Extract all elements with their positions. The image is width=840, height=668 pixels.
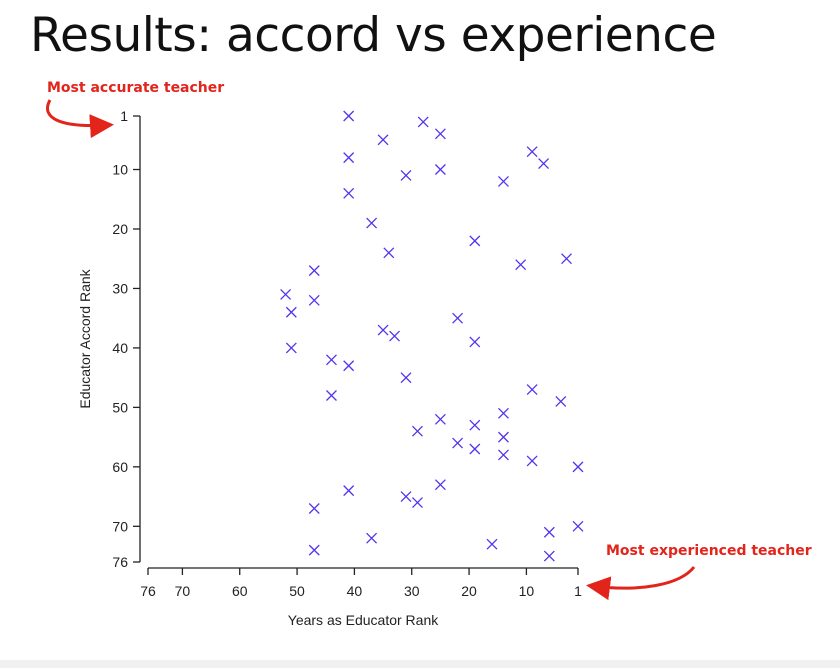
data-point [343, 152, 355, 164]
data-point [452, 312, 464, 324]
y-tick-label: 40 [112, 340, 128, 356]
x-tick-label: 20 [461, 583, 477, 599]
data-point [498, 175, 509, 187]
data-point [308, 503, 320, 514]
data-point [515, 259, 527, 271]
data-point [285, 306, 297, 318]
data-point [377, 134, 389, 146]
callout-most-experienced: Most experienced teacher [606, 543, 812, 559]
data-point [434, 413, 446, 425]
x-axis-label: Years as Educator Rank [288, 612, 439, 628]
data-point [326, 354, 337, 366]
data-point [400, 170, 412, 181]
data-points [280, 110, 584, 562]
data-point [343, 110, 355, 122]
data-point [400, 372, 412, 384]
slide-title: Results: accord vs experience [30, 8, 717, 63]
data-point [326, 390, 337, 401]
data-point [498, 431, 509, 443]
data-point [308, 265, 320, 277]
y-tick-label: 10 [112, 162, 128, 178]
data-point [469, 443, 481, 455]
data-point [389, 330, 400, 342]
data-point [343, 360, 355, 372]
callout-arrow-bottom [586, 566, 696, 601]
data-point [377, 324, 389, 336]
callout-arrow-top [46, 99, 114, 139]
y-tick-label: 30 [112, 280, 128, 296]
data-point [469, 336, 481, 348]
data-point [412, 497, 423, 508]
y-axis-label: Educator Accord Rank [77, 268, 93, 408]
x-tick-label: 60 [232, 583, 248, 599]
data-point [308, 544, 320, 556]
y-tick-label: 20 [112, 221, 128, 237]
data-point [543, 526, 555, 538]
x-tick-label: 10 [519, 583, 535, 599]
data-point [280, 288, 292, 300]
x-tick-label: 76 [140, 583, 156, 599]
data-point [452, 437, 464, 449]
footer-bar [0, 660, 840, 668]
callout-most-accurate: Most accurate teacher [47, 80, 225, 96]
data-point [366, 217, 378, 229]
x-tick-label: 70 [175, 583, 191, 599]
data-point [498, 407, 509, 419]
data-point [434, 479, 446, 491]
x-tick-label: 30 [404, 583, 420, 599]
data-point [572, 520, 584, 532]
y-tick-label: 60 [112, 459, 128, 475]
y-tick-label: 76 [112, 554, 128, 570]
data-point [572, 461, 584, 473]
data-point [538, 158, 550, 170]
data-point [469, 235, 481, 247]
y-tick-label: 1 [120, 108, 128, 124]
data-point [469, 419, 481, 431]
data-point [400, 491, 412, 503]
data-point [561, 253, 572, 265]
ticks: 1 10 20 30 40 50 60 70 76 76 70 60 50 40 30 20 10 1 [112, 108, 582, 599]
data-point [526, 146, 538, 158]
data-point [543, 550, 555, 562]
data-point [412, 425, 423, 437]
y-tick-label: 70 [112, 518, 128, 534]
data-point [434, 128, 446, 140]
data-point [343, 187, 355, 199]
data-point [526, 384, 538, 396]
x-tick-label: 40 [347, 583, 363, 599]
data-point [486, 538, 498, 550]
data-point [343, 485, 355, 497]
data-point [366, 532, 378, 544]
x-tick-label: 1 [574, 583, 582, 599]
data-point [308, 294, 320, 306]
data-point [285, 342, 297, 354]
data-point [434, 164, 446, 175]
data-point [383, 247, 395, 259]
data-point [498, 449, 509, 461]
data-point [417, 116, 429, 128]
y-tick-label: 50 [112, 399, 128, 415]
data-point [555, 395, 567, 407]
data-point [526, 455, 538, 467]
axes [139, 116, 578, 569]
x-tick-label: 50 [289, 583, 305, 599]
